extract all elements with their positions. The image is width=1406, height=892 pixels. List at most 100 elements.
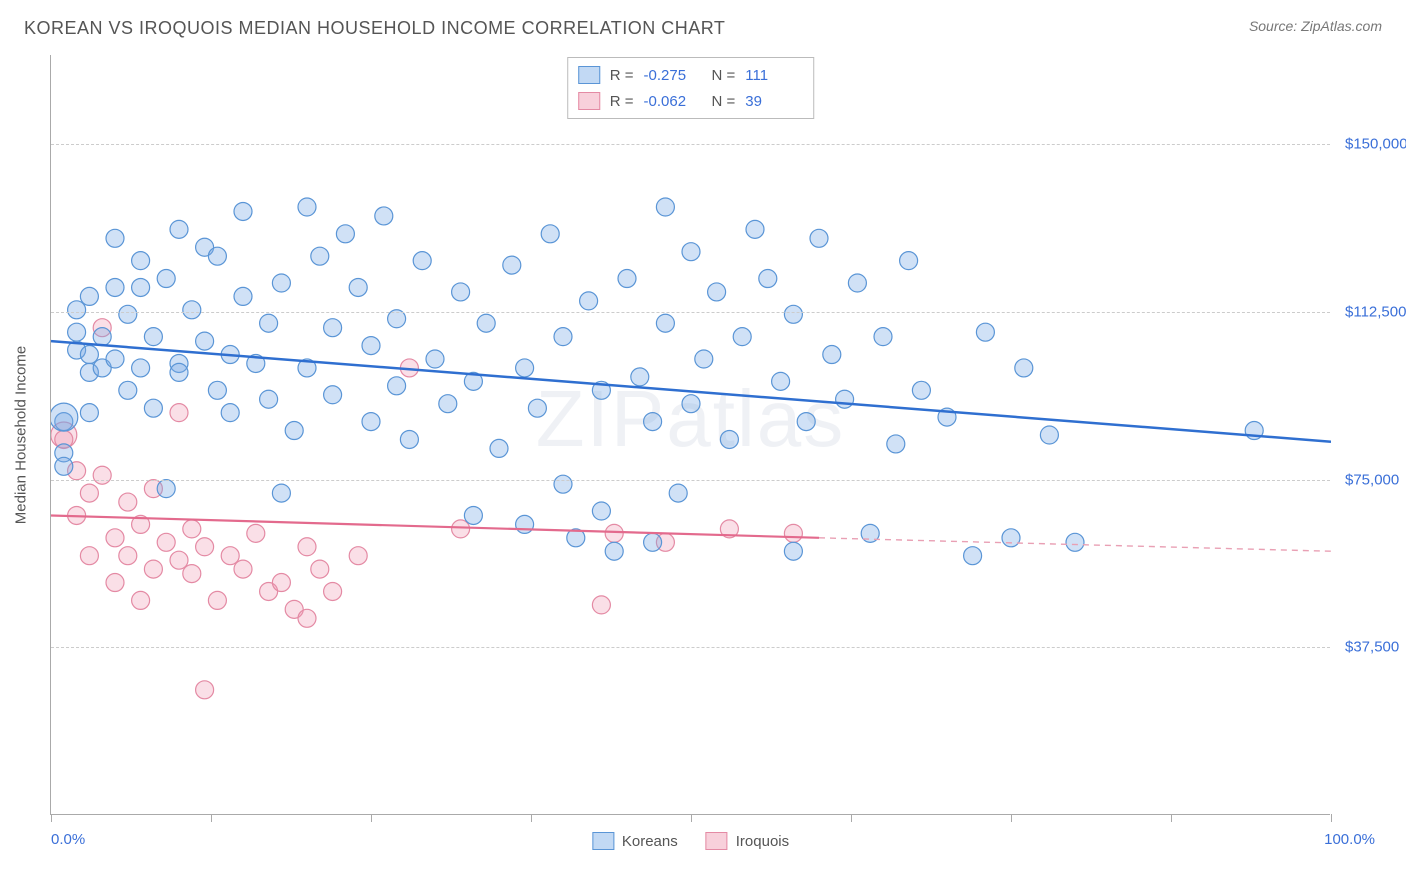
y-tick-label: $75,000: [1335, 471, 1399, 488]
data-point: [183, 565, 201, 583]
legend-item-iroquois: Iroquois: [706, 832, 789, 850]
data-point: [260, 314, 278, 332]
data-point: [93, 466, 111, 484]
data-point: [516, 359, 534, 377]
data-point: [80, 346, 98, 364]
data-point: [759, 270, 777, 288]
chart-area: Median Household Income ZIPatlas R = -0.…: [50, 55, 1380, 845]
data-point: [106, 350, 124, 368]
data-point: [285, 422, 303, 440]
data-point: [260, 390, 278, 408]
x-tick: [691, 814, 692, 822]
x-tick: [371, 814, 372, 822]
data-point: [157, 533, 175, 551]
y-tick-label: $37,500: [1335, 639, 1399, 656]
data-point: [349, 278, 367, 296]
data-point: [912, 381, 930, 399]
data-point: [132, 591, 150, 609]
y-axis-title: Median Household Income: [13, 345, 30, 523]
data-point: [247, 524, 265, 542]
data-point: [810, 229, 828, 247]
data-point: [836, 390, 854, 408]
iroquois-r-value: -0.062: [644, 93, 702, 110]
data-point: [516, 515, 534, 533]
data-point: [784, 524, 802, 542]
data-point: [695, 350, 713, 368]
data-point: [183, 520, 201, 538]
data-point: [51, 403, 78, 431]
data-point: [170, 363, 188, 381]
data-point: [887, 435, 905, 453]
source-label: Source: ZipAtlas.com: [1249, 18, 1382, 34]
data-point: [605, 524, 623, 542]
data-point: [170, 404, 188, 422]
r-label: R =: [610, 93, 634, 110]
data-point: [797, 413, 815, 431]
data-point: [490, 439, 508, 457]
data-point: [464, 506, 482, 524]
data-point: [132, 278, 150, 296]
data-point: [157, 480, 175, 498]
gridline: [51, 480, 1330, 481]
data-point: [874, 328, 892, 346]
data-point: [144, 399, 162, 417]
data-point: [400, 430, 418, 448]
data-point: [426, 350, 444, 368]
swatch-iroquois-icon: [578, 92, 600, 110]
scatter-svg: [51, 55, 1331, 815]
data-point: [157, 270, 175, 288]
data-point: [119, 305, 137, 323]
data-point: [362, 413, 380, 431]
data-point: [618, 270, 636, 288]
data-point: [132, 252, 150, 270]
data-point: [234, 202, 252, 220]
data-point: [106, 278, 124, 296]
data-point: [452, 283, 470, 301]
data-point: [503, 256, 521, 274]
swatch-korean-icon: [592, 832, 614, 850]
correlation-legend: R = -0.275 N = 111 R = -0.062 N = 39: [567, 57, 815, 119]
legend-row-korean: R = -0.275 N = 111: [578, 62, 804, 88]
data-point: [324, 582, 342, 600]
data-point: [580, 292, 598, 310]
data-point: [311, 560, 329, 578]
data-point: [452, 520, 470, 538]
data-point: [55, 457, 73, 475]
series-legend: Koreans Iroquois: [592, 832, 789, 850]
data-point: [720, 430, 738, 448]
data-point: [324, 386, 342, 404]
x-tick: [1171, 814, 1172, 822]
korean-r-value: -0.275: [644, 67, 702, 84]
data-point: [976, 323, 994, 341]
n-label: N =: [712, 67, 736, 84]
data-point: [80, 287, 98, 305]
data-point: [119, 381, 137, 399]
data-point: [1002, 529, 1020, 547]
data-point: [132, 359, 150, 377]
gridline: [51, 144, 1330, 145]
data-point: [823, 346, 841, 364]
x-tick: [851, 814, 852, 822]
data-point: [682, 395, 700, 413]
y-tick-label: $150,000: [1335, 136, 1406, 153]
data-point: [311, 247, 329, 265]
data-point: [170, 220, 188, 238]
data-point: [68, 323, 86, 341]
data-point: [375, 207, 393, 225]
legend-label-iroquois: Iroquois: [736, 833, 789, 850]
data-point: [170, 551, 188, 569]
data-point: [1066, 533, 1084, 551]
data-point: [900, 252, 918, 270]
data-point: [733, 328, 751, 346]
data-point: [208, 247, 226, 265]
data-point: [144, 560, 162, 578]
data-point: [772, 372, 790, 390]
data-point: [644, 413, 662, 431]
swatch-iroquois-icon: [706, 832, 728, 850]
r-label: R =: [610, 67, 634, 84]
data-point: [208, 381, 226, 399]
data-point: [605, 542, 623, 560]
data-point: [682, 243, 700, 261]
y-tick-label: $112,500: [1335, 304, 1406, 321]
data-point: [196, 538, 214, 556]
